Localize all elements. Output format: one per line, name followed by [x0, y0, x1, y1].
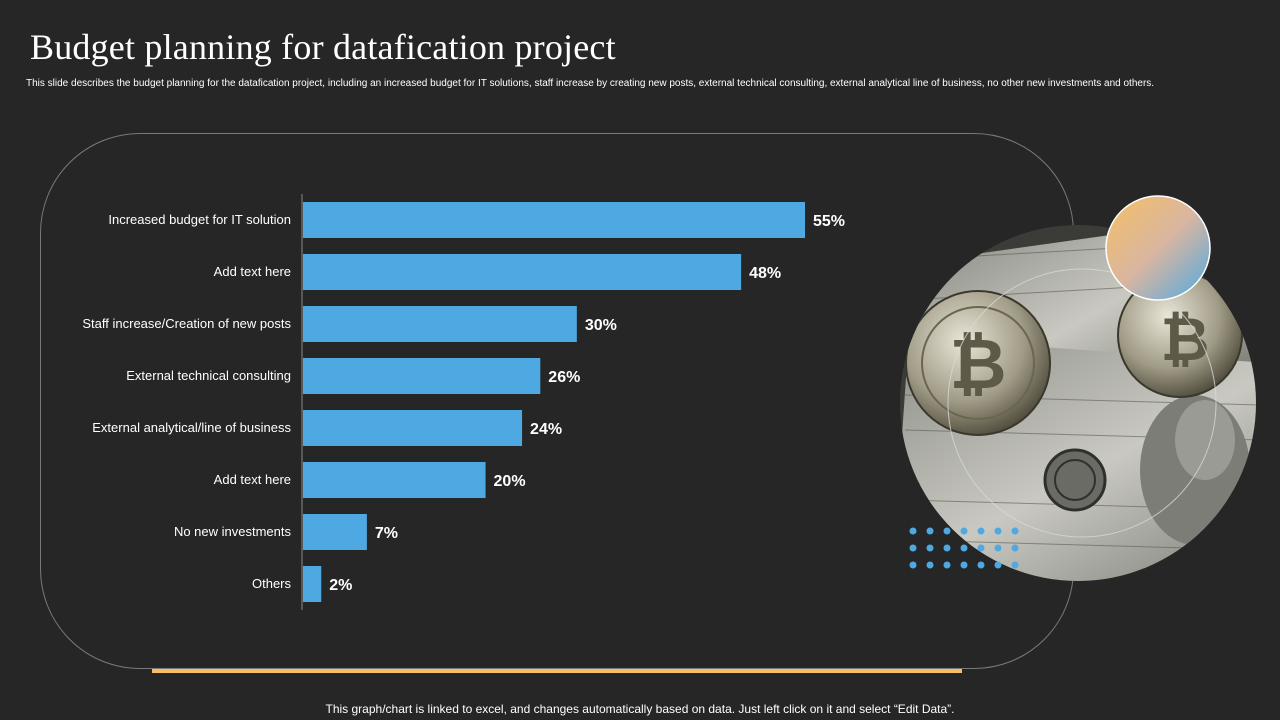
- dot: [1011, 561, 1019, 569]
- dot: [909, 527, 917, 535]
- dot: [943, 527, 951, 535]
- footer-note: This graph/chart is linked to excel, and…: [325, 702, 955, 716]
- dot: [926, 544, 934, 552]
- accent-line: [152, 669, 962, 673]
- dot: [943, 544, 951, 552]
- category-label-7: No new investments: [174, 524, 292, 539]
- value-label-7: 7%: [375, 525, 398, 542]
- dot: [977, 527, 985, 535]
- bar-1[interactable]: [303, 202, 805, 238]
- page-title: Budget planning for datafication project: [30, 27, 616, 67]
- category-label-5: External analytical/line of business: [92, 420, 291, 435]
- dot: [994, 527, 1002, 535]
- bar-6[interactable]: [303, 462, 486, 498]
- dot-grid: [909, 527, 1019, 569]
- dot: [994, 544, 1002, 552]
- bar-4[interactable]: [303, 358, 541, 394]
- category-label-3: Staff increase/Creation of new posts: [82, 316, 291, 331]
- category-label-4: External technical consulting: [126, 368, 291, 383]
- value-label-1: 55%: [813, 213, 845, 230]
- dot: [1011, 544, 1019, 552]
- dot: [909, 561, 917, 569]
- category-label-6: Add text here: [214, 472, 291, 487]
- svg-text:₿: ₿: [1161, 305, 1210, 375]
- dot: [960, 544, 968, 552]
- value-label-2: 48%: [749, 265, 781, 282]
- bar-series[interactable]: Increased budget for IT solution 55% Add t…: [82, 202, 845, 602]
- dot: [977, 561, 985, 569]
- bar-8[interactable]: [303, 566, 322, 602]
- dot: [960, 527, 968, 535]
- dot: [943, 561, 951, 569]
- value-label-6: 20%: [494, 473, 526, 490]
- dot: [977, 544, 985, 552]
- value-label-8: 2%: [329, 577, 352, 594]
- bar-5[interactable]: [303, 410, 523, 446]
- value-label-3: 30%: [585, 317, 617, 334]
- dot: [909, 544, 917, 552]
- photo-ring: [947, 268, 1217, 538]
- category-label-2: Add text here: [214, 264, 291, 279]
- page-subtitle: This slide describes the budget planning…: [26, 78, 1155, 89]
- dot: [926, 527, 934, 535]
- category-label-8: Others: [252, 576, 292, 591]
- value-label-4: 26%: [548, 369, 580, 386]
- value-label-5: 24%: [530, 421, 562, 438]
- bar-3[interactable]: [303, 306, 577, 342]
- dot: [994, 561, 1002, 569]
- gradient-circle: [1105, 195, 1211, 301]
- category-label-1: Increased budget for IT solution: [108, 212, 291, 227]
- dot: [960, 561, 968, 569]
- bar-7[interactable]: [303, 514, 367, 550]
- dot: [1011, 527, 1019, 535]
- bar-2[interactable]: [303, 254, 742, 290]
- dot: [926, 561, 934, 569]
- svg-text:₿: ₿: [949, 323, 1006, 405]
